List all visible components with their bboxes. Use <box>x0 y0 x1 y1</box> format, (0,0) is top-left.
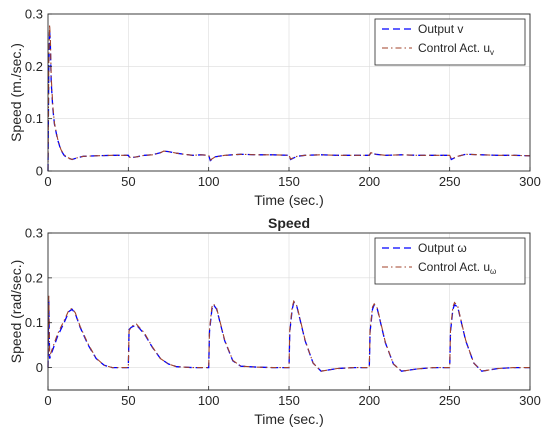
y-tick-label: 0.1 <box>25 315 43 330</box>
top-speed-chart: 0 50 100 150 200 250 300 0 0.1 0.2 0.3 Time (sec.) S… <box>8 7 541 209</box>
x-axis-label: Time (sec.) <box>254 192 323 208</box>
x-tick-label: 100 <box>198 393 220 408</box>
x-tick-label: 150 <box>278 174 300 189</box>
control-series-line <box>47 24 531 172</box>
x-tick-label: 300 <box>519 393 541 408</box>
legend-label: Control Act. uv <box>418 41 494 57</box>
x-tick-label: 100 <box>198 174 220 189</box>
control-series-line <box>47 295 530 372</box>
y-tick-label: 0.1 <box>25 111 43 126</box>
y-tick-label: 0 <box>36 164 43 179</box>
y-tick-label: 0.2 <box>25 59 43 74</box>
legend <box>374 18 526 66</box>
x-tick-label: 50 <box>121 393 135 408</box>
x-tick-label: 150 <box>278 393 300 408</box>
x-axis-label: Time (sec.) <box>254 411 323 427</box>
x-tick-label: 0 <box>44 174 51 189</box>
y-tick-label: 0.2 <box>25 270 43 285</box>
chart-title: Speed <box>268 215 310 231</box>
x-tick-label: 50 <box>121 174 135 189</box>
y-tick-label: 0.3 <box>25 7 43 22</box>
y-axis-label: Speed (rad/sec.) <box>8 260 24 364</box>
x-tick-label: 200 <box>358 393 380 408</box>
y-axis-label: Speed (m./sec.) <box>8 43 24 142</box>
x-tick-label: 250 <box>439 174 461 189</box>
y-tick-label: 0 <box>36 360 43 375</box>
bottom-speed-chart: 0 50 100 150 200 250 300 0 0.1 0.2 0.3 Time (sec.) S… <box>8 215 541 427</box>
x-tick-label: 250 <box>439 393 461 408</box>
legend-label: Control Act. uω <box>418 260 496 276</box>
legend-label: Output v <box>418 22 463 36</box>
legend-label: Output ω <box>418 241 467 255</box>
x-tick-label: 0 <box>44 393 51 408</box>
x-tick-label: 200 <box>358 174 380 189</box>
y-tick-label: 0.3 <box>25 226 43 241</box>
x-tick-label: 300 <box>519 174 541 189</box>
legend <box>374 237 526 285</box>
